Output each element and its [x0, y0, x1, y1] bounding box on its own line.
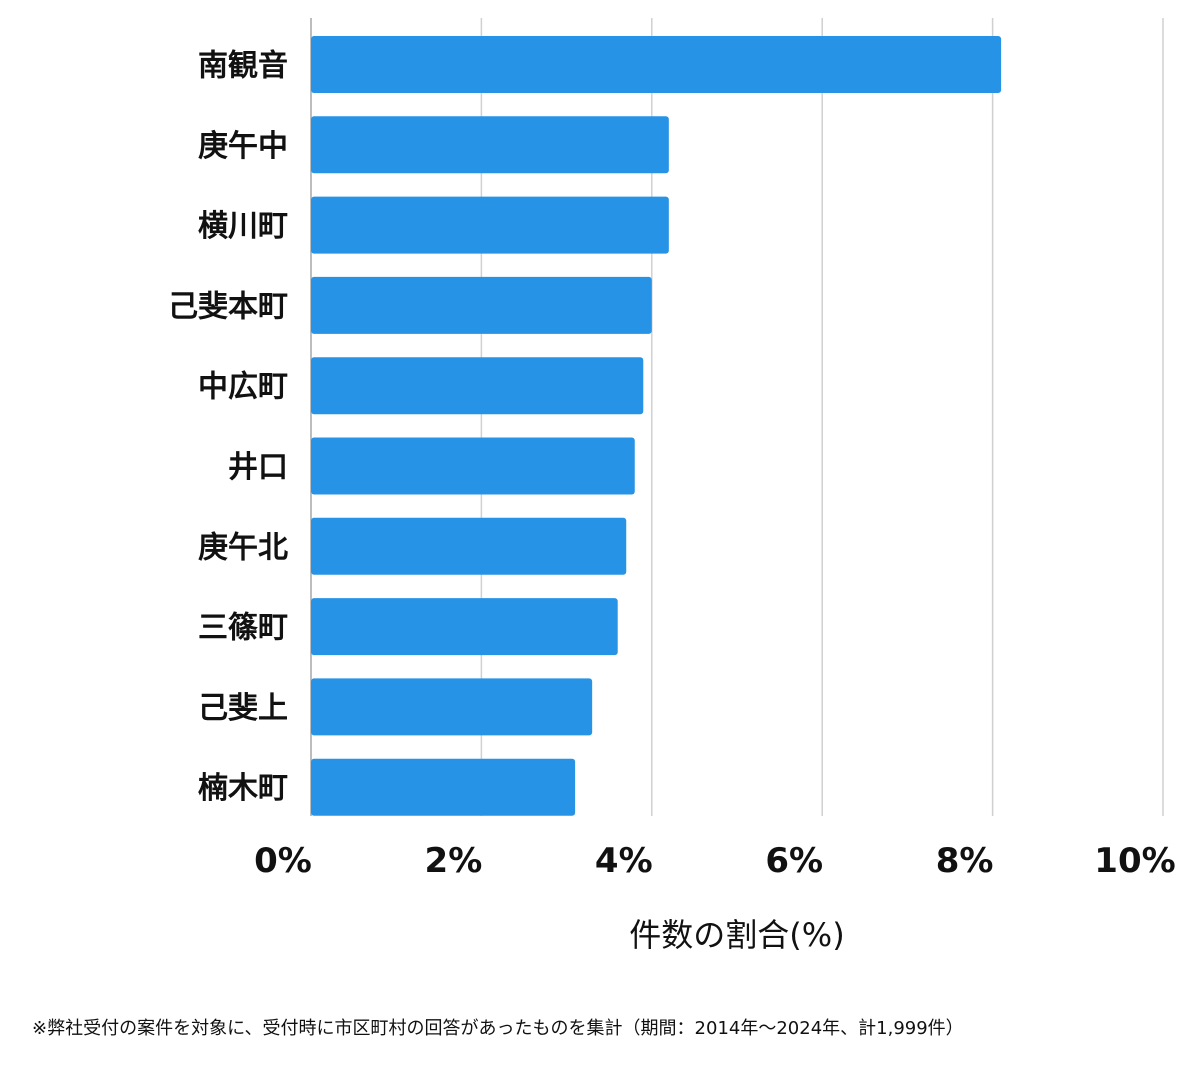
bars	[311, 36, 1002, 816]
bar	[311, 276, 652, 334]
category-label: 南観音	[198, 49, 288, 84]
bar	[311, 517, 627, 575]
footnote: ※弊社受付の案件を対象に、受付時に市区町村の回答があったものを集計（期間：201…	[32, 1018, 964, 1039]
category-label: 中広町	[198, 370, 288, 405]
category-label: 庚午北	[198, 530, 288, 565]
bar	[311, 36, 1002, 93]
x-tick-label: 2%	[425, 841, 483, 881]
bar	[311, 598, 618, 656]
x-tick-label: 10%	[1094, 841, 1175, 881]
x-tick-label: 4%	[595, 841, 653, 881]
category-label: 楠木町	[198, 771, 288, 806]
bar	[311, 758, 576, 816]
category-label: 庚午中	[198, 129, 288, 164]
category-label: 三篠町	[198, 611, 288, 646]
x-tick-label: 6%	[765, 841, 823, 881]
x-tick-labels: 0% 2% 4% 6% 8% 10%	[254, 841, 1176, 881]
x-tick-label: 8%	[936, 841, 994, 881]
bar	[311, 116, 669, 174]
x-tick-label: 0%	[254, 841, 312, 881]
bar	[311, 678, 593, 736]
category-label: 横川町	[198, 209, 288, 244]
category-label: 己斐上	[198, 691, 288, 726]
x-axis-title: 件数の割合(%)	[629, 916, 844, 954]
category-label: 井口	[228, 450, 288, 485]
bar	[311, 357, 644, 415]
bar	[311, 437, 635, 495]
category-label: 己斐本町	[168, 289, 288, 324]
bar	[311, 196, 669, 254]
